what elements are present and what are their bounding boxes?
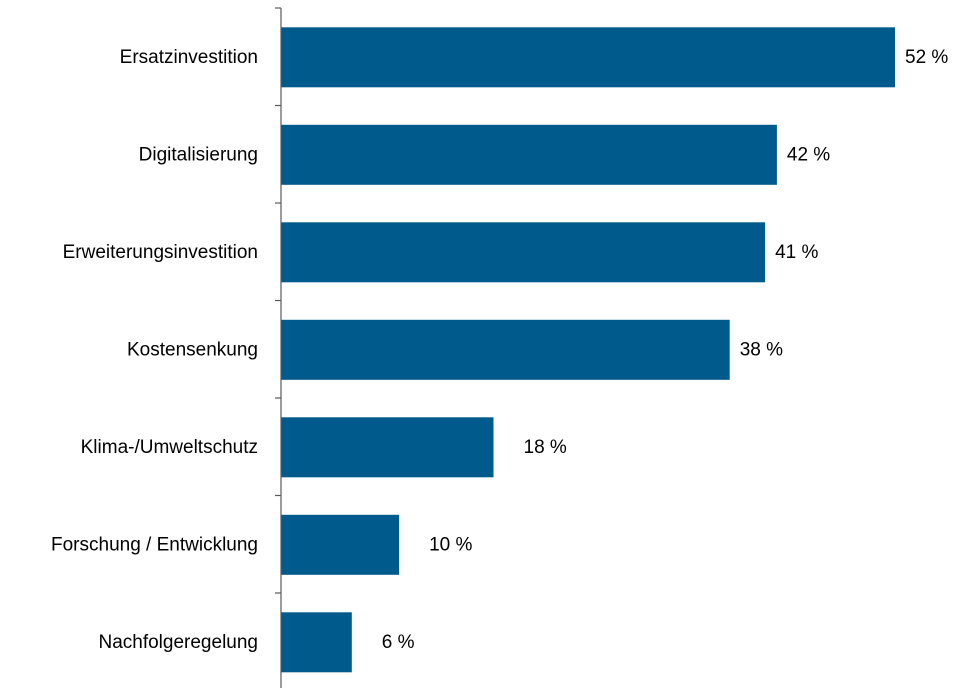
value-label: 18 % — [524, 437, 567, 458]
category-label: Klima-/Umweltschutz — [81, 437, 258, 458]
value-label: 10 % — [429, 534, 472, 555]
category-label: Ersatzinvestition — [120, 47, 258, 68]
y-axis — [275, 7, 282, 688]
category-label: Nachfolgeregelung — [98, 632, 258, 653]
value-labels: 52 % 42 % 41 % 38 % 18 % 10 % 6 % — [382, 47, 949, 653]
category-label: Erweiterungsinvestition — [63, 242, 258, 263]
value-label: 38 % — [740, 339, 783, 360]
bars-layer — [281, 27, 895, 673]
value-label: 6 % — [382, 632, 415, 653]
bar-3 — [281, 319, 730, 380]
category-labels: Ersatzinvestition Digitalisierung Erweiter… — [51, 47, 258, 653]
bar-0 — [281, 27, 895, 88]
value-label: 42 % — [787, 144, 830, 165]
bar-4 — [281, 417, 494, 478]
category-label: Digitalisierung — [139, 144, 258, 165]
category-label: Forschung / Entwicklung — [51, 534, 258, 555]
bar-2 — [281, 222, 766, 283]
bar-1 — [281, 124, 777, 185]
value-label: 52 % — [905, 47, 948, 68]
bar-5 — [281, 514, 400, 575]
category-label: Kostensenkung — [127, 339, 258, 360]
value-label: 41 % — [775, 242, 818, 263]
bar-6 — [281, 612, 352, 673]
